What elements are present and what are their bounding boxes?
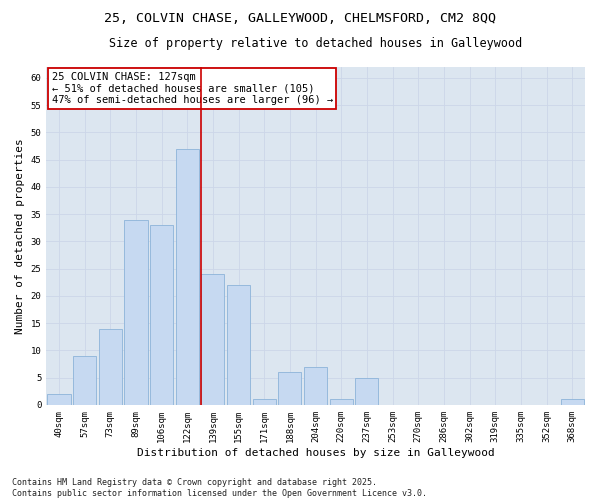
Bar	[47, 394, 71, 405]
Text: Contains HM Land Registry data © Crown copyright and database right 2025.
Contai: Contains HM Land Registry data © Crown c…	[12, 478, 427, 498]
Y-axis label: Number of detached properties: Number of detached properties	[15, 138, 25, 334]
Bar	[253, 400, 276, 405]
Bar	[227, 285, 250, 405]
Bar	[176, 148, 199, 405]
Bar	[202, 274, 224, 405]
X-axis label: Distribution of detached houses by size in Galleywood: Distribution of detached houses by size …	[137, 448, 494, 458]
Title: Size of property relative to detached houses in Galleywood: Size of property relative to detached ho…	[109, 38, 522, 51]
Bar	[73, 356, 96, 405]
Bar	[329, 400, 353, 405]
Text: 25, COLVIN CHASE, GALLEYWOOD, CHELMSFORD, CM2 8QQ: 25, COLVIN CHASE, GALLEYWOOD, CHELMSFORD…	[104, 12, 496, 26]
Bar	[560, 400, 584, 405]
Bar	[304, 366, 327, 405]
Text: 25 COLVIN CHASE: 127sqm
← 51% of detached houses are smaller (105)
47% of semi-d: 25 COLVIN CHASE: 127sqm ← 51% of detache…	[52, 72, 333, 105]
Bar	[99, 328, 122, 405]
Bar	[124, 220, 148, 405]
Bar	[150, 225, 173, 405]
Bar	[278, 372, 301, 405]
Bar	[355, 378, 379, 405]
